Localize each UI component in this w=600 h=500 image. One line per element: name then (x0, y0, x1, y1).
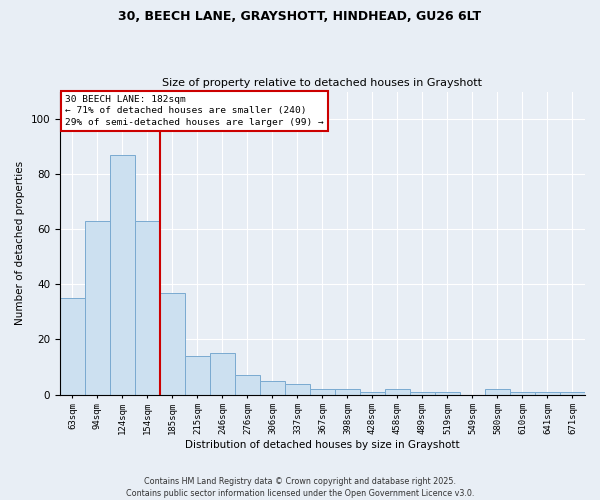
Bar (60, 298, 85, 394)
Y-axis label: Number of detached properties: Number of detached properties (15, 161, 25, 325)
Title: Size of property relative to detached houses in Grayshott: Size of property relative to detached ho… (163, 78, 482, 88)
Bar (185, 356, 210, 395)
Bar (485, 389, 510, 394)
Bar (560, 392, 585, 394)
Text: 30, BEECH LANE, GRAYSHOTT, HINDHEAD, GU26 6LT: 30, BEECH LANE, GRAYSHOTT, HINDHEAD, GU2… (118, 10, 482, 23)
X-axis label: Distribution of detached houses by size in Grayshott: Distribution of detached houses by size … (185, 440, 460, 450)
Bar (435, 392, 460, 394)
Bar (535, 392, 560, 394)
Bar (510, 392, 535, 394)
Bar (385, 389, 410, 394)
Bar (135, 221, 160, 394)
Bar (210, 353, 235, 395)
Bar (410, 392, 435, 394)
Bar (285, 384, 310, 394)
Bar (335, 389, 360, 394)
Bar (110, 155, 135, 394)
Bar (235, 376, 260, 394)
Bar (310, 389, 335, 394)
Bar (260, 381, 285, 394)
Text: 30 BEECH LANE: 182sqm
← 71% of detached houses are smaller (240)
29% of semi-det: 30 BEECH LANE: 182sqm ← 71% of detached … (65, 94, 324, 127)
Bar (85, 221, 110, 394)
Bar (160, 292, 185, 394)
Text: Contains HM Land Registry data © Crown copyright and database right 2025.
Contai: Contains HM Land Registry data © Crown c… (126, 476, 474, 498)
Bar (360, 392, 385, 394)
